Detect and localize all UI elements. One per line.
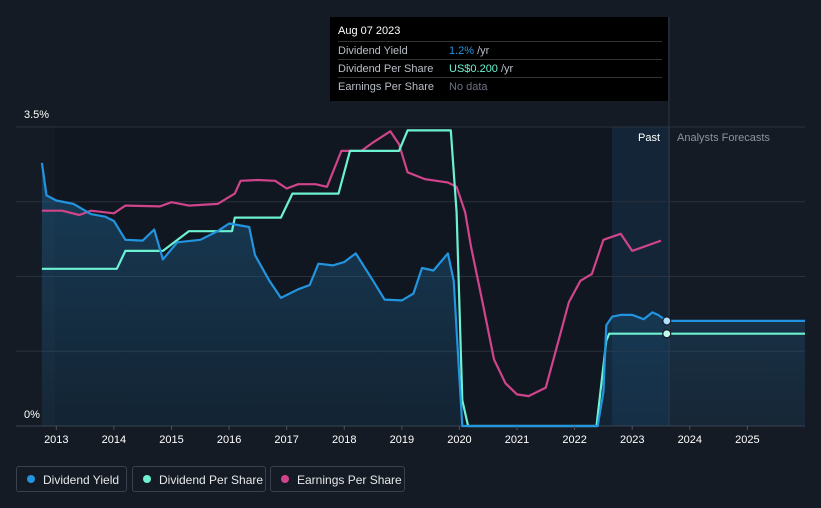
x-tick-label: 2023 bbox=[620, 434, 644, 446]
tooltip-row-dividend-yield: Dividend Yield 1.2%/yr bbox=[338, 41, 662, 60]
tooltip-row-earnings-per-share: Earnings Per Share No data bbox=[338, 77, 662, 96]
legend-label: Dividend Per Share bbox=[159, 473, 264, 487]
dividend-yield-marker[interactable] bbox=[662, 316, 672, 326]
tooltip-value: No data bbox=[449, 81, 488, 93]
legend-earnings-per-share[interactable]: Earnings Per Share bbox=[270, 466, 405, 492]
legend-dividend-yield[interactable]: Dividend Yield bbox=[16, 466, 127, 492]
x-tick-label: 2025 bbox=[735, 434, 759, 446]
x-tick-label: 2016 bbox=[217, 434, 241, 446]
dividend-per-share-marker[interactable] bbox=[662, 329, 672, 339]
legend-dot bbox=[281, 475, 289, 483]
legend-dividend-per-share[interactable]: Dividend Per Share bbox=[132, 466, 266, 492]
legend-label: Earnings Per Share bbox=[297, 473, 402, 487]
earnings-per-share-line bbox=[41, 130, 662, 398]
tooltip-date: Aug 07 2023 bbox=[338, 25, 401, 37]
x-tick-label: 2019 bbox=[390, 434, 414, 446]
x-tick-label: 2017 bbox=[274, 434, 298, 446]
legend-dot bbox=[27, 475, 35, 483]
y-tick-label-max: 3.5% bbox=[24, 109, 49, 121]
tooltip-row-dividend-per-share: Dividend Per Share US$0.200/yr bbox=[338, 59, 662, 78]
legend-label: Dividend Yield bbox=[43, 473, 120, 487]
x-tick-label: 2013 bbox=[44, 434, 68, 446]
dividend-yield-line bbox=[40, 162, 805, 428]
x-tick-label: 2018 bbox=[332, 434, 356, 446]
x-tick-label: 2020 bbox=[447, 434, 471, 446]
tooltip-label: Dividend Per Share bbox=[338, 63, 434, 75]
past-label: Past bbox=[638, 132, 661, 144]
tooltip-value: 1.2%/yr bbox=[449, 45, 490, 57]
legend-dot bbox=[143, 475, 151, 483]
x-axis-ticks: 2013 2014 2015 2016 2017 2018 2019 2020 2021 2022… bbox=[44, 426, 760, 446]
x-tick-label: 2024 bbox=[678, 434, 702, 446]
tooltip: Aug 07 2023 Dividend Yield 1.2%/yr Divid… bbox=[330, 17, 668, 101]
y-tick-label-zero: 0% bbox=[24, 409, 40, 421]
x-tick-label: 2015 bbox=[159, 434, 183, 446]
tooltip-label: Earnings Per Share bbox=[338, 81, 434, 93]
tooltip-value: US$0.200/yr bbox=[449, 63, 514, 75]
x-tick-label: 2022 bbox=[562, 434, 586, 446]
x-tick-label: 2021 bbox=[505, 434, 529, 446]
x-tick-label: 2014 bbox=[102, 434, 126, 446]
tooltip-label: Dividend Yield bbox=[338, 45, 408, 57]
analysts-forecasts-label: Analysts Forecasts bbox=[677, 132, 770, 144]
